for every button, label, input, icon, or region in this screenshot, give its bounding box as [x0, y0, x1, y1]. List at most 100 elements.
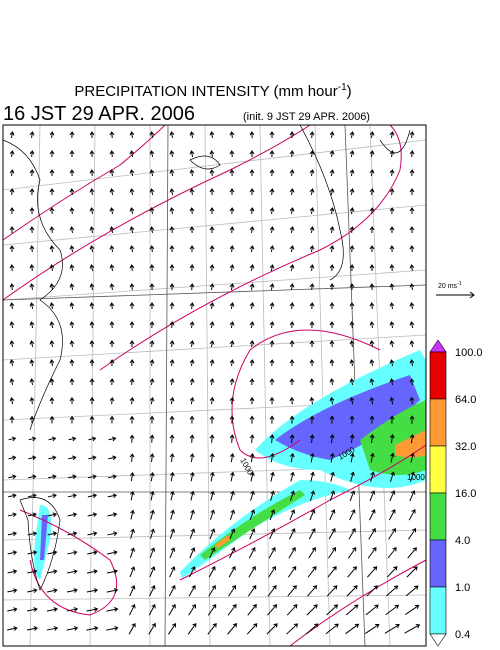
wind-arrow [389, 207, 395, 215]
colorbar-label: 16.0 [455, 488, 476, 500]
colorbar: 100.0 64.0 32.0 16.0 4.0 1.0 0.4 [429, 339, 483, 647]
wind-arrow [349, 245, 355, 253]
wind-arrow [189, 150, 195, 158]
wind-arrow [269, 131, 275, 139]
wind-arrow [309, 131, 315, 139]
wind-arrow [189, 415, 195, 424]
wind-arrow [249, 169, 255, 177]
wind-arrow [209, 415, 215, 424]
wind-arrow [364, 623, 380, 634]
wind-arrow [109, 188, 115, 196]
wind-arrow [9, 150, 15, 158]
wind-arrow [289, 528, 296, 540]
wind-arrow [149, 207, 155, 215]
wind-arrow [247, 604, 257, 616]
wind-arrow [286, 623, 299, 635]
precipitation [34, 350, 426, 580]
wind-arrow [47, 588, 58, 593]
wind-arrow [49, 150, 55, 158]
wind-arrow [26, 626, 38, 631]
wind-arrow [149, 378, 155, 386]
wind-arrow [390, 471, 395, 482]
wind-arrow [329, 150, 335, 158]
colorbar-label: 4.0 [455, 535, 470, 547]
wind-arrow [47, 550, 58, 555]
wind-arrow [9, 245, 15, 253]
wind-arrow [229, 169, 235, 177]
wind-arrow [89, 396, 95, 405]
wind-arrow [188, 603, 196, 616]
wind-arrow [109, 131, 115, 139]
wind-arrow [269, 396, 275, 405]
wind-arrow [209, 509, 215, 520]
wind-arrow [349, 378, 355, 386]
wind-arrow [89, 359, 95, 367]
wind-arrow [308, 528, 316, 540]
wind-arrow [9, 302, 15, 310]
wind-arrow [109, 396, 115, 405]
wind-arrow [149, 131, 155, 139]
wind-arrow [389, 490, 396, 502]
wind-arrow [188, 566, 196, 578]
wind-arrow [149, 302, 155, 310]
wind-arrow [369, 396, 375, 405]
wind-arrow [329, 302, 335, 310]
wind-arrow [89, 207, 95, 215]
wind-arrow [108, 455, 117, 461]
wind-arrow [29, 150, 35, 158]
wind-arrow [189, 264, 195, 272]
vector-scale-sup: -1 [457, 281, 462, 287]
wind-arrow [149, 188, 155, 196]
wind-arrow [129, 283, 135, 291]
colorbar-segment [429, 398, 447, 447]
wind-arrow [9, 359, 15, 367]
wind-arrow [329, 321, 335, 329]
wind-arrow [169, 302, 175, 310]
wind-arrow [89, 415, 95, 424]
wind-arrow [309, 396, 315, 405]
wind-arrow [69, 131, 75, 139]
wind-arrow [86, 626, 99, 631]
wind-arrow [109, 264, 115, 272]
wind-arrow [229, 283, 235, 291]
wind-arrow [87, 493, 98, 499]
wind-arrow [129, 150, 135, 158]
wind-arrow [109, 169, 115, 177]
wind-arrow [309, 509, 316, 521]
wind-arrow [9, 264, 15, 272]
wind-arrow [169, 340, 175, 348]
wind-arrow [69, 264, 75, 272]
wind-arrow [209, 396, 215, 405]
wind-arrow [389, 188, 395, 196]
wind-arrow [406, 566, 418, 578]
wind-arrow [69, 150, 75, 158]
wind-arrow [8, 436, 17, 442]
wind-arrow [269, 452, 275, 463]
wind-arrow [386, 585, 399, 597]
wind-arrow [389, 131, 395, 139]
wind-arrow [69, 207, 75, 215]
wind-arrow [168, 603, 176, 616]
wind-arrow [290, 471, 295, 482]
wind-arrow [89, 131, 95, 139]
wind-arrow [87, 550, 98, 555]
wind-arrow [289, 340, 295, 348]
wind-arrow [329, 169, 335, 177]
wind-arrow [9, 169, 15, 177]
wind-arrow [9, 321, 15, 329]
wind-arrow [89, 378, 95, 386]
wind-arrow [307, 585, 318, 597]
wind-arrow [49, 264, 55, 272]
wind-arrow [389, 245, 395, 253]
wind-arrow [329, 207, 335, 215]
wind-arrow [405, 604, 420, 615]
wind-arrow [27, 550, 38, 556]
wind-arrow [49, 359, 55, 367]
wind-arrow [9, 207, 15, 215]
wind-arrow [349, 150, 355, 158]
wind-arrow [89, 188, 95, 196]
wind-arrow [369, 264, 375, 272]
wind-arrow [190, 509, 195, 520]
wind-arrow [107, 493, 118, 499]
wind-arrow [369, 340, 375, 348]
